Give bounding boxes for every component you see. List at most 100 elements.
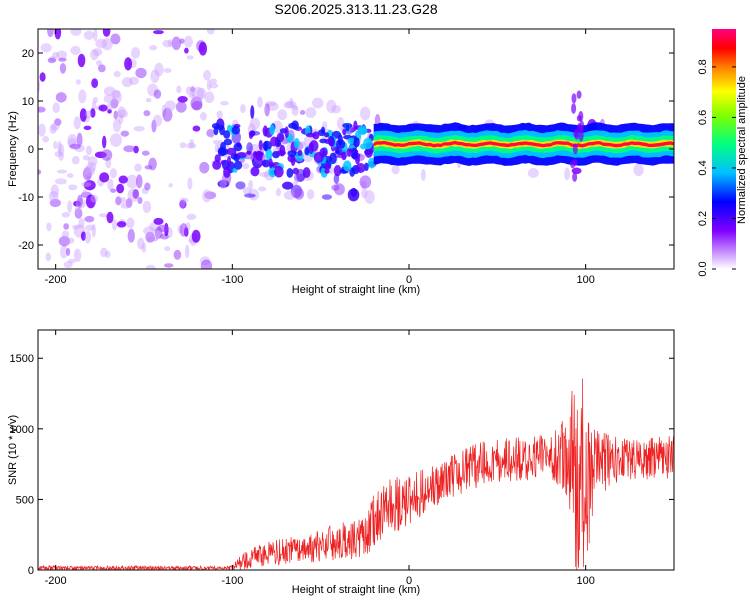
spectral-blob [101, 37, 113, 51]
spectral-blob [76, 132, 83, 147]
spectral-blob [242, 162, 250, 170]
spectral-blob [313, 152, 324, 163]
spectral-blob [113, 110, 119, 120]
spectral-blob [78, 89, 87, 104]
spectral-blob [349, 167, 356, 177]
spectral-blob [211, 123, 221, 129]
spectral-blob [73, 248, 82, 263]
y-tick-label: 20 [22, 48, 34, 60]
spectral-blob [162, 107, 173, 122]
spectral-blob [58, 151, 64, 161]
spectral-blob [70, 45, 81, 56]
spectral-blob [58, 143, 65, 157]
spectral-blob [275, 188, 282, 197]
spectral-blob [58, 57, 67, 62]
spectral-blob [38, 79, 41, 93]
spectral-blob [291, 120, 299, 130]
spectral-blob [135, 67, 147, 79]
spectral-blob [97, 64, 106, 73]
spectral-blob [578, 129, 584, 142]
spectral-blob [248, 179, 254, 190]
spectral-blob [192, 125, 201, 132]
spectral-blob [572, 159, 578, 166]
y-tick-label: 10 [22, 96, 34, 108]
spectral-blob [123, 145, 136, 153]
spectral-blob [116, 109, 128, 118]
spectral-blob [186, 55, 194, 60]
spectral-blob [282, 181, 294, 190]
spectral-blob [57, 140, 62, 154]
spectral-blob [289, 97, 294, 108]
spectral-blob [167, 39, 173, 48]
spectral-blob [262, 161, 267, 167]
spectral-blob [164, 100, 176, 112]
colorbar-tick-label: 0.0 [697, 261, 709, 276]
snr-y-ticks: 0 500 1000 1500 [10, 353, 674, 577]
spectral-blob [291, 105, 299, 110]
spectral-blob [85, 224, 95, 231]
spectral-blob [341, 151, 347, 161]
spectral-blob [336, 116, 345, 130]
spectral-blob [216, 110, 223, 119]
spectral-blob [47, 57, 57, 64]
spectral-blob [63, 261, 73, 269]
x-tick-label: 100 [576, 274, 594, 286]
spectral-blob [250, 166, 260, 177]
spectral-blob [220, 101, 229, 106]
spectral-blob [209, 78, 218, 84]
spectral-blob [145, 231, 155, 243]
spectral-blob [70, 29, 82, 36]
spectral-blob [259, 172, 271, 178]
spectral-blob [61, 230, 70, 239]
spectral-blob [149, 236, 158, 242]
spectral-blob [120, 130, 130, 137]
spectral-blob [219, 177, 227, 190]
figure-title: S206.2025.313.11.23.G28 [274, 1, 437, 17]
spectral-blob [579, 120, 585, 132]
spectral-blob [249, 117, 261, 131]
spectral-blob [163, 68, 172, 73]
spectral-blob [82, 189, 88, 196]
spectral-blob [45, 252, 51, 262]
spectral-blob [236, 152, 247, 159]
spectral-blob [342, 128, 347, 136]
spectral-blob [137, 237, 145, 250]
spectral-blob [250, 105, 255, 119]
spectral-blob [258, 186, 267, 192]
spectral-blob [185, 86, 193, 96]
spectral-blob [200, 259, 213, 269]
spectral-blob [328, 138, 335, 147]
spectral-blob [573, 129, 579, 138]
spectral-blob [213, 139, 220, 145]
spectral-blob [199, 161, 210, 174]
spectral-blob [363, 137, 373, 150]
spectral-blob [142, 200, 152, 213]
spectral-blob [321, 126, 326, 134]
spectral-blob [233, 160, 243, 170]
spectral-blob [257, 96, 263, 108]
spectral-blob [38, 123, 46, 137]
spectral-blob [95, 38, 108, 49]
spectral-blob [287, 150, 297, 157]
spectral-blob [361, 187, 368, 199]
spectral-blob [297, 149, 303, 156]
spectral-blob [126, 217, 135, 229]
spectral-blob [246, 142, 253, 154]
spectral-blob [153, 89, 162, 99]
spectral-blob [98, 104, 108, 112]
spectral-blob [111, 89, 121, 99]
spectral-blob [69, 143, 81, 150]
spectral-blob [220, 160, 226, 165]
spectral-blob [132, 189, 139, 199]
spectral-blob [74, 208, 83, 219]
spectral-blob [47, 29, 54, 38]
y-tick-label: 1000 [10, 424, 34, 436]
spectral-blob [38, 169, 42, 175]
spectral-blob [268, 158, 273, 169]
snr-frame [37, 329, 675, 571]
snr-panel: -200 -100 0 100 0 500 1000 1500 Height of stra… [7, 329, 675, 596]
spectral-blob [173, 249, 182, 260]
colorbar-ticks: 0.0 0.2 0.4 0.6 0.8 [697, 59, 736, 277]
spectral-blob [188, 93, 195, 99]
spectral-blob [52, 51, 60, 59]
